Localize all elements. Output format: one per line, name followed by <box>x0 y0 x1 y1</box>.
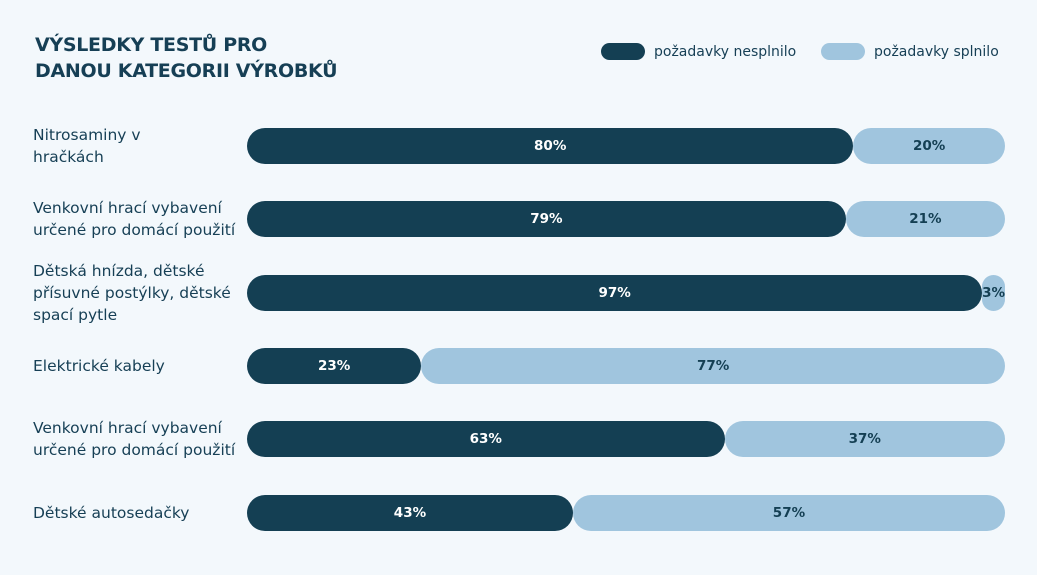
bar-passed: 3% <box>982 275 1005 311</box>
legend-swatch-passed <box>821 43 865 60</box>
legend-label-passed: požadavky splnilo <box>874 43 999 60</box>
category-label: Dětské autosedačky <box>33 504 190 522</box>
bar-failed: 79% <box>247 201 846 237</box>
bar-failed: 43% <box>247 495 573 531</box>
data-label: 43% <box>393 505 427 521</box>
data-label: 21% <box>909 211 942 227</box>
data-label: 63% <box>469 431 502 447</box>
data-label: 79% <box>530 211 563 227</box>
bar-passed: 20% <box>853 128 1005 164</box>
data-label: 77% <box>696 358 730 374</box>
bar-passed: 57% <box>572 495 1005 531</box>
data-label: 20% <box>913 138 946 154</box>
legend-item-passed: požadavky splnilo <box>821 43 999 60</box>
bar-failed: 63% <box>247 421 725 457</box>
category-label: Venkovní hrací vybavení určené pro domác… <box>33 199 236 239</box>
bar-failed: 80% <box>247 128 854 164</box>
title-line-2: DANOU KATEGORII VÝROBKŮ <box>35 60 338 82</box>
data-label: 37% <box>848 431 881 447</box>
bar-passed: 77% <box>421 348 1005 384</box>
category-label: Dětská hnízda, dětské přísuvné postýlky,… <box>33 262 231 324</box>
data-label: 80% <box>534 138 567 154</box>
data-label: 97% <box>598 285 631 301</box>
legend-swatch-failed <box>601 43 645 60</box>
bar-failed: 97% <box>247 275 983 311</box>
legend-label-failed: požadavky nesplnilo <box>654 43 797 60</box>
bar-failed: 23% <box>247 348 422 384</box>
chart-title: VÝSLEDKY TESTŮ PRO DANOU KATEGORII VÝROB… <box>35 32 338 84</box>
category-label: Nitrosaminy v hračkách <box>33 126 141 166</box>
data-label: 57% <box>772 505 806 521</box>
bar-passed: 37% <box>724 421 1005 457</box>
title-line-1: VÝSLEDKY TESTŮ PRO <box>35 34 268 56</box>
data-label: 3% <box>982 285 1006 301</box>
bar-passed: 21% <box>845 201 1005 237</box>
category-label: Venkovní hrací vybavení určené pro domác… <box>33 419 236 459</box>
data-label: 23% <box>318 358 351 374</box>
legend-item-failed: požadavky nesplnilo <box>601 43 796 60</box>
category-label: Elektrické kabely <box>33 357 165 375</box>
